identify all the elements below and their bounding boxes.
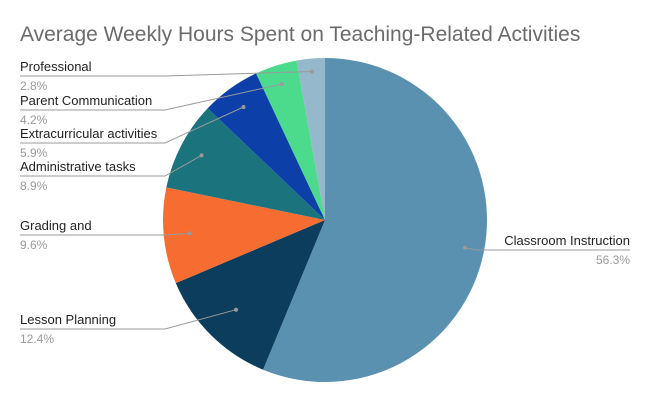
slice-percent-parent-communication: 4.2%: [20, 113, 48, 127]
pie-slice-professional: [296, 58, 325, 220]
chart-title: Average Weekly Hours Spent on Teaching-R…: [20, 23, 580, 46]
leader-line-classroom-instruction: [464, 247, 630, 251]
pie-slice-classroom-instruction: [263, 58, 488, 382]
pie-slice-administrative-tasks: [166, 108, 325, 220]
pie-slice-parent-communication: [256, 60, 325, 220]
slice-label-administrative-tasks: Administrative tasks: [20, 159, 136, 174]
pie-slice-lesson-planning: [175, 220, 325, 370]
slice-percent-lesson-planning: 12.4%: [20, 332, 54, 346]
slice-label-classroom-instruction: Classroom Instruction: [504, 233, 630, 248]
leader-line-parent-communication: [20, 83, 282, 111]
pie-slices: [163, 58, 488, 382]
leader-line-lesson-planning: [20, 309, 237, 330]
slice-percent-professional: 2.8%: [20, 79, 48, 93]
pie-labels: Classroom Instruction 56.3% Lesson Plannin…: [20, 59, 630, 346]
leader-line-administrative-tasks: [20, 154, 202, 177]
slice-label-professional: Professional: [20, 59, 92, 74]
slice-percent-administrative-tasks: 8.9%: [20, 179, 48, 193]
slice-label-lesson-planning: Lesson Planning: [20, 312, 116, 327]
slice-percent-classroom-instruction: 56.3%: [596, 253, 630, 267]
pie-slice-grading-and: [163, 187, 325, 284]
slice-percent-grading-and: 9.6%: [20, 238, 48, 252]
slice-label-grading-and: Grading and: [20, 218, 92, 233]
leader-line-extracurricular-activities: [20, 106, 244, 144]
leader-line-grading-and: [20, 232, 190, 236]
slice-label-extracurricular-activities: Extracurricular activities: [20, 126, 158, 141]
slice-percent-extracurricular-activities: 5.9%: [20, 146, 48, 160]
slice-label-parent-communication: Parent Communication: [20, 93, 152, 108]
leader-line-professional: [20, 71, 312, 77]
